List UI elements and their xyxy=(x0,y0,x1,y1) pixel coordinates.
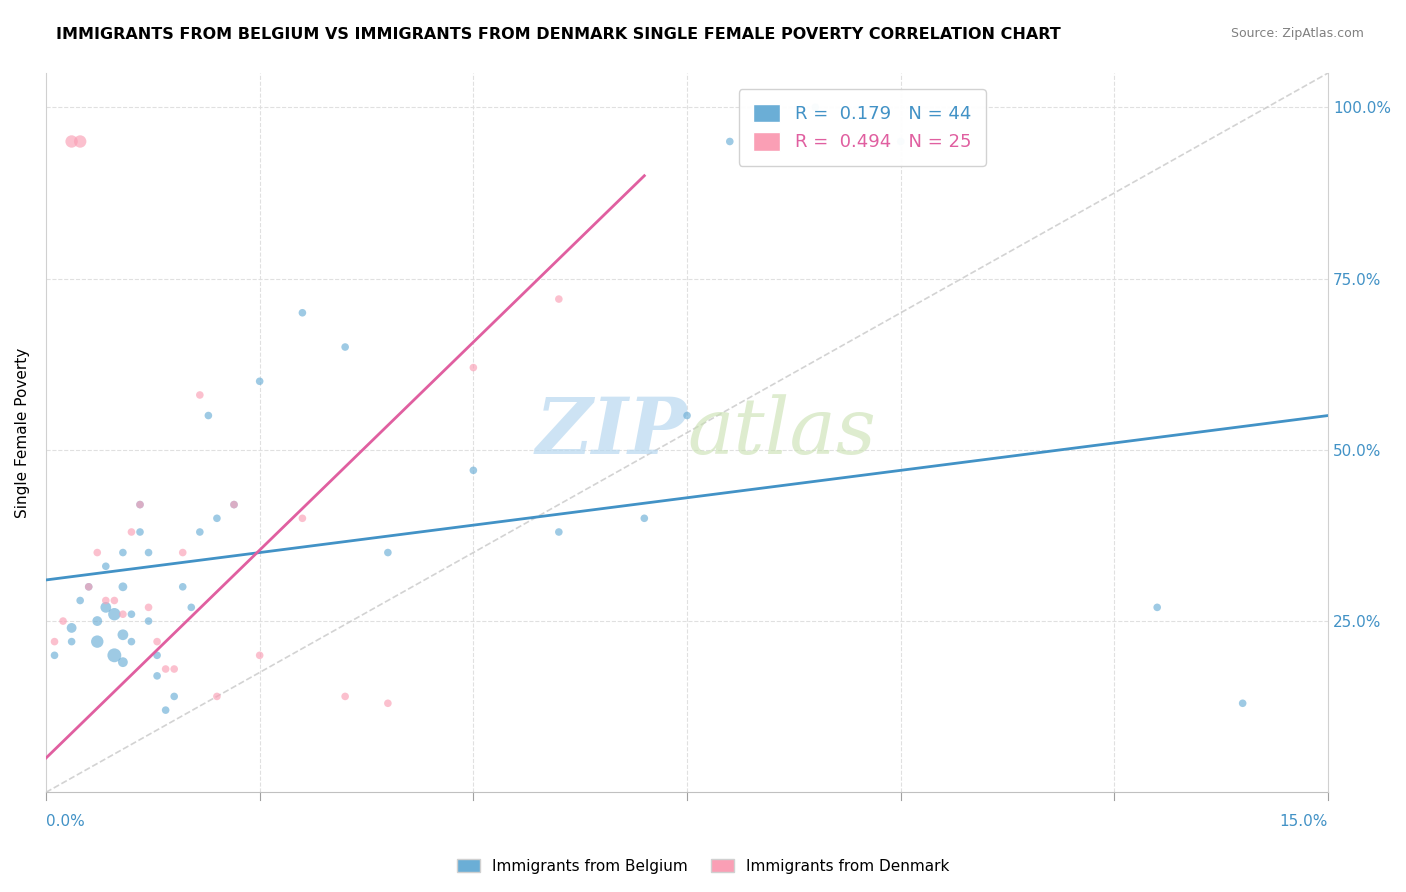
Point xyxy=(205,511,228,525)
Point xyxy=(94,600,117,615)
Point xyxy=(222,498,245,512)
Text: atlas: atlas xyxy=(688,394,876,471)
Point xyxy=(111,607,134,622)
Point xyxy=(676,409,699,423)
Point xyxy=(163,690,186,704)
Point xyxy=(60,634,83,648)
Point xyxy=(146,634,169,648)
Legend: Immigrants from Belgium, Immigrants from Denmark: Immigrants from Belgium, Immigrants from… xyxy=(451,853,955,880)
Text: ZIP: ZIP xyxy=(536,394,688,471)
Text: Source: ZipAtlas.com: Source: ZipAtlas.com xyxy=(1230,27,1364,40)
Point xyxy=(291,306,314,320)
Point xyxy=(138,600,160,615)
Point xyxy=(249,374,271,388)
Point xyxy=(463,463,485,477)
Point xyxy=(180,600,202,615)
Point xyxy=(188,388,211,402)
Point xyxy=(377,696,399,710)
Point xyxy=(377,545,399,559)
Point xyxy=(111,655,134,669)
Point xyxy=(69,135,91,149)
Point xyxy=(111,545,134,559)
Point xyxy=(155,703,177,717)
Point xyxy=(120,524,142,539)
Point xyxy=(1232,696,1254,710)
Point xyxy=(172,580,194,594)
Point xyxy=(205,690,228,704)
Point xyxy=(197,409,219,423)
Point xyxy=(103,648,125,663)
Point xyxy=(44,634,66,648)
Point xyxy=(111,580,134,594)
Point xyxy=(138,614,160,628)
Point xyxy=(146,669,169,683)
Text: IMMIGRANTS FROM BELGIUM VS IMMIGRANTS FROM DENMARK SINGLE FEMALE POVERTY CORRELA: IMMIGRANTS FROM BELGIUM VS IMMIGRANTS FR… xyxy=(56,27,1062,42)
Point xyxy=(86,634,108,648)
Legend: R =  0.179   N = 44, R =  0.494   N = 25: R = 0.179 N = 44, R = 0.494 N = 25 xyxy=(738,89,986,166)
Point xyxy=(155,662,177,676)
Point xyxy=(138,545,160,559)
Point xyxy=(291,511,314,525)
Point xyxy=(547,292,569,306)
Point xyxy=(129,498,152,512)
Point xyxy=(86,545,108,559)
Text: 15.0%: 15.0% xyxy=(1279,814,1329,829)
Point xyxy=(103,593,125,607)
Point xyxy=(163,662,186,676)
Point xyxy=(44,648,66,663)
Point xyxy=(146,648,169,663)
Point xyxy=(718,135,741,149)
Point xyxy=(103,607,125,622)
Point xyxy=(249,648,271,663)
Point xyxy=(172,545,194,559)
Point xyxy=(333,690,356,704)
Point xyxy=(94,593,117,607)
Point xyxy=(69,593,91,607)
Point xyxy=(633,511,655,525)
Point xyxy=(111,628,134,642)
Point xyxy=(333,340,356,354)
Point xyxy=(463,360,485,375)
Point xyxy=(77,580,100,594)
Point xyxy=(120,607,142,622)
Point xyxy=(1146,600,1168,615)
Point xyxy=(60,621,83,635)
Text: 0.0%: 0.0% xyxy=(46,814,84,829)
Y-axis label: Single Female Poverty: Single Female Poverty xyxy=(15,348,30,517)
Point xyxy=(547,524,569,539)
Point xyxy=(129,498,152,512)
Point xyxy=(94,559,117,574)
Point xyxy=(129,524,152,539)
Point xyxy=(86,614,108,628)
Point xyxy=(60,135,83,149)
Point xyxy=(52,614,75,628)
Point xyxy=(188,524,211,539)
Point xyxy=(890,135,912,149)
Point xyxy=(120,634,142,648)
Point xyxy=(77,580,100,594)
Point xyxy=(804,100,827,114)
Point xyxy=(222,498,245,512)
